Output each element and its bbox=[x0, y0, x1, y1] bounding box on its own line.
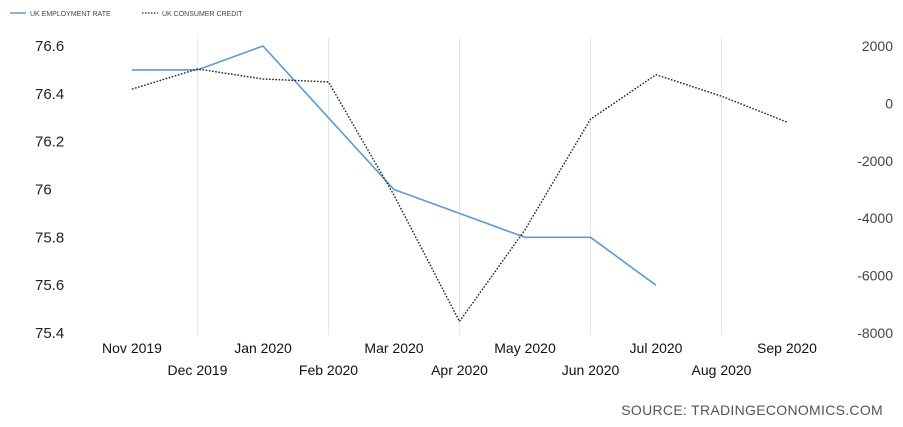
right-axis-tick-label: -4000 bbox=[857, 210, 893, 226]
x-axis-tick-label: May 2020 bbox=[494, 340, 556, 356]
left-axis-tick-label: 76 bbox=[35, 182, 52, 199]
legend: UK EMPLOYMENT RATE UK CONSUMER CREDIT bbox=[10, 11, 243, 18]
left-axis-ticks: 76.6 76.4 76.2 76 75.8 75.6 75.4 bbox=[35, 38, 64, 342]
series-line-consumer-credit bbox=[131, 68, 788, 323]
x-axis-tick-label: Jan 2020 bbox=[234, 340, 292, 356]
x-axis-tick-label: Dec 2019 bbox=[168, 362, 228, 378]
left-axis-tick-label: 75.8 bbox=[35, 229, 64, 246]
source-label: SOURCE: TRADINGECONOMICS.COM bbox=[621, 402, 883, 418]
x-axis-tick-label: Jun 2020 bbox=[562, 362, 620, 378]
x-axis-ticks: Nov 2019 Dec 2019 Jan 2020 Feb 2020 Mar 2020… bbox=[102, 340, 817, 378]
x-axis-tick-label: Feb 2020 bbox=[299, 362, 358, 378]
right-axis-tick-label: 2000 bbox=[862, 38, 893, 54]
left-axis-tick-label: 75.4 bbox=[35, 325, 64, 342]
left-axis-tick-label: 76.4 bbox=[35, 86, 64, 103]
right-axis-tick-label: -2000 bbox=[857, 153, 893, 169]
legend-label-consumer-credit: UK CONSUMER CREDIT bbox=[162, 11, 243, 18]
series-line-employment-rate bbox=[132, 45, 657, 286]
right-axis-ticks: 2000 0 -2000 -4000 -6000 -8000 bbox=[857, 38, 893, 341]
x-axis-tick-label: Apr 2020 bbox=[431, 362, 488, 378]
x-axis-tick-label: Nov 2019 bbox=[102, 340, 162, 356]
legend-label-employment: UK EMPLOYMENT RATE bbox=[30, 11, 111, 18]
x-axis-tick-label: Sep 2020 bbox=[757, 340, 817, 356]
gridlines bbox=[197, 38, 722, 335]
left-axis-tick-label: 75.6 bbox=[35, 277, 64, 294]
right-axis-tick-label: 0 bbox=[885, 95, 893, 111]
x-axis-tick-label: Jul 2020 bbox=[630, 340, 683, 356]
x-axis-tick-label: Mar 2020 bbox=[364, 340, 423, 356]
right-axis-tick-label: -6000 bbox=[857, 268, 893, 284]
left-axis-tick-label: 76.6 bbox=[35, 38, 64, 55]
series-layer bbox=[131, 45, 788, 323]
left-axis-tick-label: 76.2 bbox=[35, 134, 64, 151]
x-axis-tick-label: Aug 2020 bbox=[692, 362, 752, 378]
right-axis-tick-label: -8000 bbox=[857, 325, 893, 341]
